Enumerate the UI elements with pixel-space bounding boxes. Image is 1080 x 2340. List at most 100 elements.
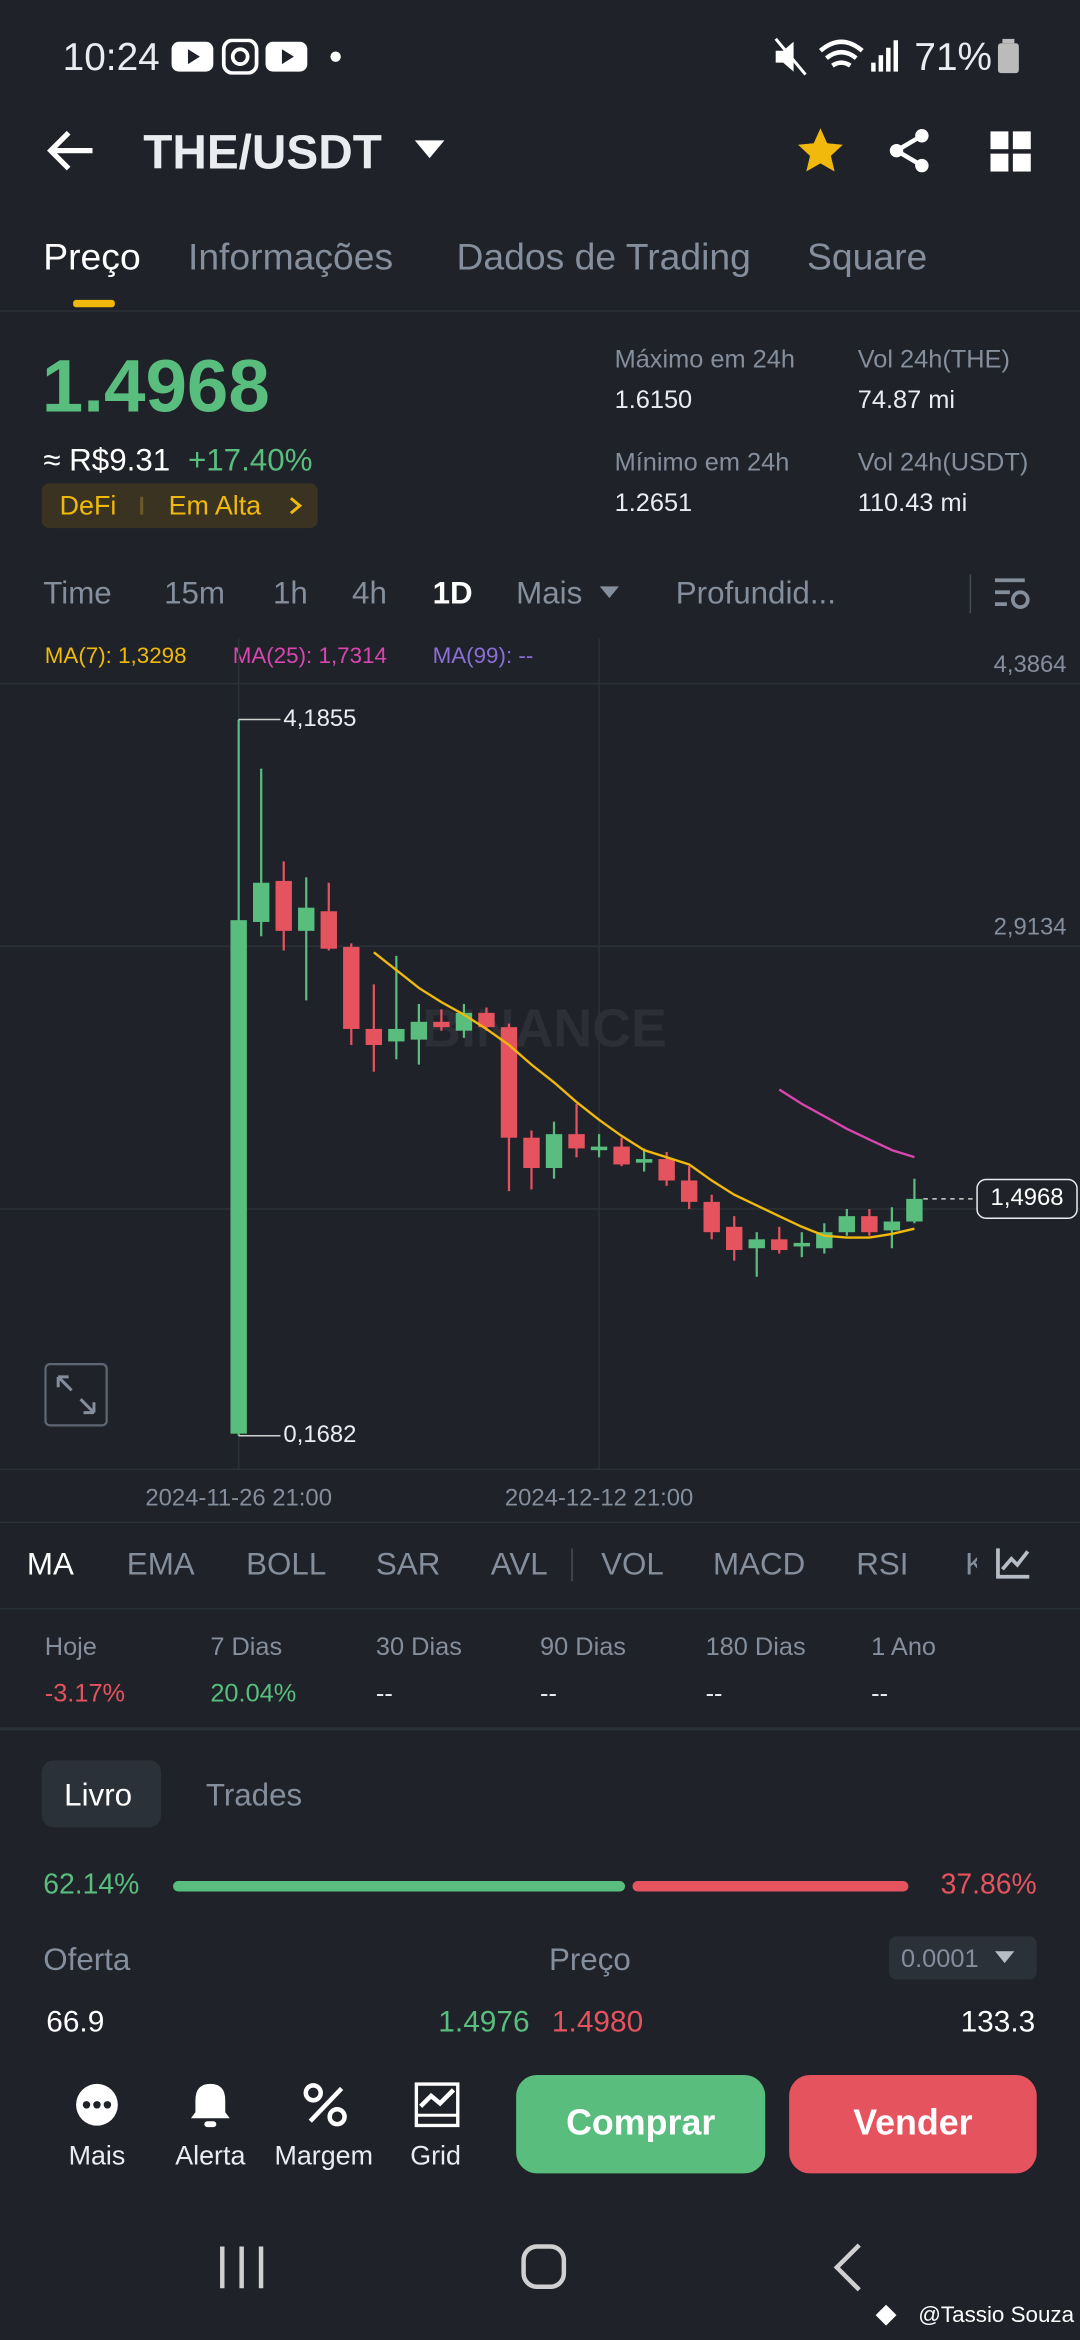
interval[interactable]: Profundid... xyxy=(675,576,836,611)
stat-value: 74.87 mi xyxy=(857,385,955,414)
status-time: 10:24 xyxy=(62,34,160,80)
stat-label: Máximo em 24h xyxy=(614,345,795,374)
indicator-selected[interactable]: MA xyxy=(26,1547,74,1582)
annotation-label: 4,1855 xyxy=(283,705,356,732)
status-icons xyxy=(171,38,341,75)
action-label[interactable]: Alerta xyxy=(175,2140,246,2171)
credit-logo xyxy=(875,2304,897,2326)
indicator[interactable]: EMA xyxy=(126,1547,195,1582)
bid-qty: 66.9 xyxy=(46,2006,105,2040)
share-button[interactable] xyxy=(888,128,933,173)
more-icon[interactable] xyxy=(75,2082,120,2127)
candle-body xyxy=(793,1242,810,1247)
divider xyxy=(0,1727,1080,1731)
pair-title[interactable]: THE/USDT xyxy=(143,125,382,180)
candle-body xyxy=(523,1137,540,1169)
stat-label: Vol 24h(USDT) xyxy=(857,448,1029,477)
y-tick-label: 2,9134 xyxy=(994,914,1067,941)
chart-settings[interactable] xyxy=(992,574,1031,613)
period-change: -- xyxy=(871,1678,889,1708)
divider xyxy=(0,1608,1080,1610)
indicator[interactable]: SAR xyxy=(375,1547,441,1582)
ma-legend: MA(25): 1,7314 xyxy=(232,643,387,670)
candle-body xyxy=(298,907,315,931)
precision-select[interactable] xyxy=(889,1936,1037,1980)
candle-body xyxy=(861,1216,878,1233)
candle-body xyxy=(838,1216,856,1233)
indicator[interactable]: RSI xyxy=(856,1547,909,1582)
interval[interactable]: 4h xyxy=(352,576,387,611)
interval[interactable]: 1h xyxy=(272,576,308,611)
interval[interactable]: 15m xyxy=(164,576,226,611)
indicator[interactable]: BOLL xyxy=(246,1547,327,1582)
indicator[interactable]: MACD xyxy=(713,1547,806,1582)
candle-body xyxy=(433,1021,450,1028)
tag[interactable]: DeFi xyxy=(59,490,117,521)
ask-price: 1.4980 xyxy=(551,2006,644,2040)
fiat-price: ≈ R$9.31 xyxy=(43,443,171,479)
indicator[interactable]: AVL xyxy=(490,1547,548,1582)
last-price-label: 1,4968 xyxy=(991,1184,1064,1211)
alert-icon[interactable] xyxy=(189,2081,231,2129)
system-nav xyxy=(220,2243,861,2292)
credit: @Tassio Souza xyxy=(918,2302,1075,2328)
candle-body xyxy=(388,1028,405,1042)
tag-separator xyxy=(140,496,144,515)
last-price: 1.4968 xyxy=(41,344,270,429)
action-label[interactable]: Grid xyxy=(410,2140,461,2171)
tab[interactable]: Dados de Trading xyxy=(456,236,751,279)
candle-body xyxy=(478,1012,495,1028)
pair-dropdown[interactable] xyxy=(414,140,445,161)
book-tab-selected[interactable]: Livro xyxy=(64,1778,133,1814)
tag[interactable]: Em Alta xyxy=(168,490,262,521)
bid-ratio: 62.14% xyxy=(43,1869,140,1902)
period-change: -- xyxy=(539,1678,557,1708)
divider xyxy=(0,310,1080,312)
interval[interactable]: Time xyxy=(43,576,112,611)
separator xyxy=(969,574,972,614)
margin-icon[interactable] xyxy=(303,2082,348,2127)
expand-button[interactable] xyxy=(44,1363,108,1427)
ask-ratio: 37.86% xyxy=(940,1869,1037,1902)
bid-bar xyxy=(173,1881,626,1892)
tag-box[interactable] xyxy=(41,483,318,529)
grid-icon[interactable] xyxy=(414,2082,460,2128)
interval[interactable]: Mais xyxy=(516,576,583,611)
layout-button[interactable] xyxy=(990,131,1032,173)
precision[interactable]: 0.0001 xyxy=(900,1944,979,1973)
status-signal xyxy=(774,37,899,76)
divider xyxy=(0,1521,1080,1524)
period-label: 7 Dias xyxy=(210,1632,283,1662)
candle-body xyxy=(320,911,337,949)
book-tab[interactable]: Trades xyxy=(205,1778,303,1814)
candle-body xyxy=(365,1028,383,1045)
candle-body xyxy=(680,1180,698,1202)
indicator-settings[interactable] xyxy=(995,1547,1031,1580)
period-label: 90 Dias xyxy=(539,1632,626,1662)
stat-value: 1.2651 xyxy=(614,488,693,517)
candle-body xyxy=(613,1146,630,1165)
last-price-box xyxy=(976,1178,1078,1220)
tab[interactable]: Preço xyxy=(43,236,141,279)
stat-label: Vol 24h(THE) xyxy=(857,345,1010,374)
indicator[interactable]: VOL xyxy=(601,1547,664,1582)
x-tick-label: 2024-11-26 21:00 xyxy=(145,1484,332,1511)
tab[interactable]: Informações xyxy=(187,236,394,279)
action-label[interactable]: Margem xyxy=(274,2140,373,2171)
candle-body xyxy=(500,1027,518,1138)
stat-value: 1.6150 xyxy=(614,385,693,414)
back-button[interactable] xyxy=(45,128,96,173)
interval-selected[interactable]: 1D xyxy=(432,576,473,611)
candle-body xyxy=(771,1239,788,1251)
period-change: -- xyxy=(375,1678,393,1708)
buy-button[interactable]: Comprar xyxy=(516,2074,766,2174)
tab-pill[interactable] xyxy=(41,1760,162,1828)
candle-body xyxy=(726,1226,743,1251)
action-label[interactable]: Mais xyxy=(68,2140,126,2171)
favorite-star[interactable] xyxy=(797,127,845,175)
tab[interactable]: Square xyxy=(807,236,928,279)
annotation-label: 0,1682 xyxy=(283,1421,356,1448)
sell-button[interactable]: Vender xyxy=(789,2074,1037,2174)
